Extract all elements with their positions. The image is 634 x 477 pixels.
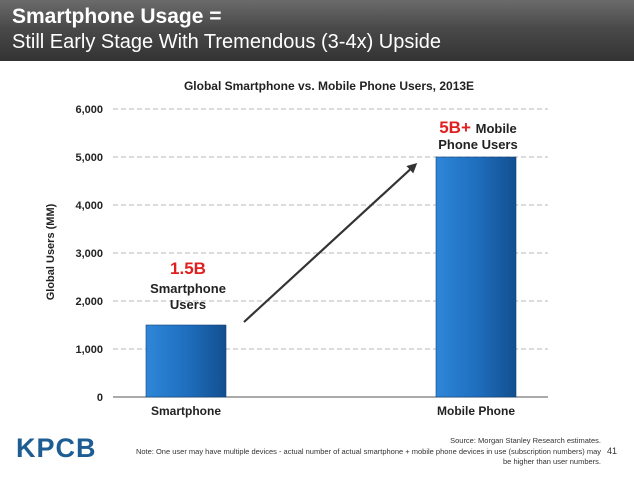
annotation-line: Users xyxy=(170,297,206,312)
y-tick-label: 1,000 xyxy=(75,344,103,356)
note-line-1: Note: One user may have multiple devices… xyxy=(135,446,601,456)
annotation-line: Smartphone xyxy=(150,281,226,296)
annotation-highlight: 1.5B xyxy=(170,259,206,278)
bar-smartphone xyxy=(145,324,227,398)
x-tick-label: Smartphone xyxy=(151,404,221,418)
annotation-highlight: 5B+ xyxy=(439,118,475,137)
page-number: 41 xyxy=(607,446,618,456)
y-tick-label: 5,000 xyxy=(75,152,103,164)
slide-subtitle: Still Early Stage With Tremendous (3-4x)… xyxy=(12,31,442,53)
growth-arrow xyxy=(243,162,418,323)
note-line-2: be higher than user numbers. xyxy=(503,457,601,466)
kpcb-logo: KPCB xyxy=(16,433,97,463)
source-line: Source: Morgan Stanley Research estimate… xyxy=(450,436,601,445)
annotation-line: Phone Users xyxy=(438,137,517,152)
y-tick-label: 6,000 xyxy=(75,104,103,116)
y-axis-label: Global Users (MM) xyxy=(45,203,57,300)
y-tick-label: 3,000 xyxy=(75,248,103,260)
y-tick-label: 2,000 xyxy=(75,296,103,308)
annotation-line: 5B+ Mobile xyxy=(439,118,517,137)
x-tick-label: Mobile Phone xyxy=(437,404,515,418)
slide-header: Smartphone Usage = Still Early Stage Wit… xyxy=(0,0,634,61)
source-note: Source: Morgan Stanley Research estimate… xyxy=(81,436,601,468)
bar-mobile-phone xyxy=(435,156,517,398)
y-tick-label: 4,000 xyxy=(75,200,103,212)
chart-title: Global Smartphone vs. Mobile Phone Users… xyxy=(184,79,474,93)
slide-title: Smartphone Usage = xyxy=(12,5,222,28)
y-tick-label: 0 xyxy=(97,392,103,404)
annotation-line-text: Mobile xyxy=(476,121,517,136)
